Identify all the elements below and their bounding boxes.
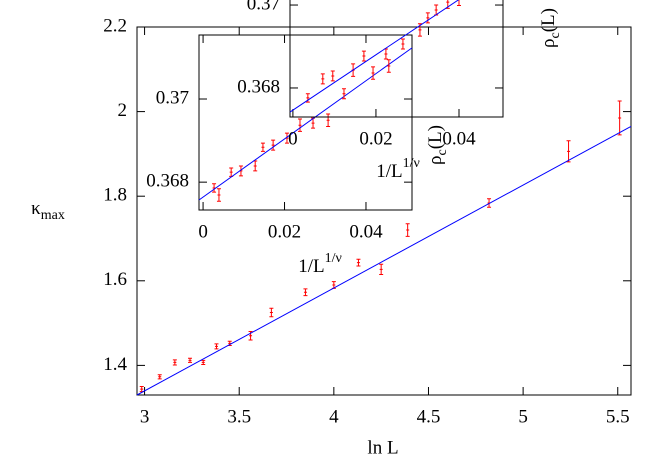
x-axis-label-sup: 1/ν xyxy=(325,251,342,266)
x-tick-label: 0.02 xyxy=(359,128,392,149)
y-axis-label: κmax xyxy=(31,198,65,223)
x-tick-label: 5 xyxy=(518,406,528,427)
error-bar xyxy=(326,113,331,127)
x-tick-label: 0 xyxy=(198,221,208,242)
error-bar xyxy=(434,4,439,16)
error-bar xyxy=(212,183,217,193)
error-bar xyxy=(187,357,192,363)
x-tick-label: 3 xyxy=(140,406,150,427)
error-bar xyxy=(400,38,405,50)
y-tick-label: 0.37 xyxy=(156,87,189,108)
error-bar xyxy=(139,386,144,393)
error-bar xyxy=(229,167,234,177)
error-bar xyxy=(253,160,258,172)
error-bar xyxy=(386,59,391,73)
y-tick-label: 1.6 xyxy=(103,269,127,290)
y-axis-label: ρc(L) xyxy=(425,125,450,165)
x-tick-label: 0.04 xyxy=(349,221,383,242)
error-bar xyxy=(379,263,384,275)
x-axis-label-text: 1/L xyxy=(298,256,324,277)
x-tick-label: 0.02 xyxy=(268,221,301,242)
y-axis-label: ρc(L) xyxy=(538,8,563,48)
error-bar xyxy=(305,93,310,103)
y-axis-label-text: ρ xyxy=(425,156,446,165)
error-bar xyxy=(487,198,492,208)
y-tick-label: 1.4 xyxy=(103,354,127,375)
plot-frame xyxy=(136,26,632,396)
plot-frame xyxy=(198,34,413,211)
error-bar xyxy=(356,258,361,267)
error-bar xyxy=(238,165,243,177)
fit-line xyxy=(136,125,632,396)
x-tick-label: 3.5 xyxy=(227,406,251,427)
error-bar xyxy=(271,139,276,151)
y-tick-label: 0.37 xyxy=(247,0,280,14)
error-bar xyxy=(405,223,410,237)
error-bar xyxy=(214,343,219,350)
error-bar xyxy=(331,281,336,289)
y-axis-label-after: (L) xyxy=(425,125,446,149)
error-bar xyxy=(341,88,346,100)
y-axis-label-sub: c xyxy=(548,32,563,38)
error-bar xyxy=(445,0,450,9)
y-tick-label: 0.368 xyxy=(146,171,189,192)
fit-line xyxy=(198,47,413,201)
y-axis-label-sub: c xyxy=(435,149,450,155)
x-axis-label: 1/L1/ν xyxy=(376,156,420,182)
error-bar xyxy=(330,70,335,82)
fit-line xyxy=(289,0,460,113)
x-axis-label: ln L xyxy=(367,437,398,458)
x-tick-label: 0 xyxy=(288,128,298,149)
error-bar xyxy=(248,331,253,341)
y-axis-label-text: κ xyxy=(31,198,41,219)
x-tick-label: 4 xyxy=(329,406,339,427)
error-bar xyxy=(172,359,177,366)
y-axis-label-text: ρ xyxy=(538,39,559,48)
y-axis-label-after: (L) xyxy=(538,8,559,32)
y-tick-label: 2.2 xyxy=(103,15,127,36)
x-tick-label: 4.5 xyxy=(417,406,441,427)
error-bar xyxy=(303,288,308,297)
error-bar xyxy=(157,374,162,380)
error-bar xyxy=(425,12,430,24)
error-bar xyxy=(617,100,622,136)
error-bar xyxy=(566,140,571,163)
x-axis-label: 1/L1/ν xyxy=(298,251,342,277)
y-tick-label: 2 xyxy=(118,100,128,121)
error-bar xyxy=(361,50,366,62)
y-axis-label-sub: max xyxy=(41,208,65,223)
error-bar xyxy=(216,188,221,202)
error-bar xyxy=(269,307,274,318)
error-bar xyxy=(284,132,289,144)
x-axis-label-text: 1/L xyxy=(376,161,402,182)
x-axis-label-sup: 1/ν xyxy=(403,156,420,171)
y-tick-label: 1.8 xyxy=(103,185,127,206)
error-bar xyxy=(298,118,303,132)
error-bar xyxy=(227,340,232,347)
plot-frame xyxy=(289,0,504,118)
x-tick-label: 5.5 xyxy=(606,406,630,427)
error-bar xyxy=(201,359,206,366)
error-bar xyxy=(383,48,388,60)
x-tick-label: 0.04 xyxy=(442,128,476,149)
y-tick-label: 0.368 xyxy=(237,76,280,97)
error-bar xyxy=(320,73,325,85)
error-bar xyxy=(260,142,265,152)
error-bar xyxy=(371,66,376,80)
error-bar xyxy=(417,23,422,37)
